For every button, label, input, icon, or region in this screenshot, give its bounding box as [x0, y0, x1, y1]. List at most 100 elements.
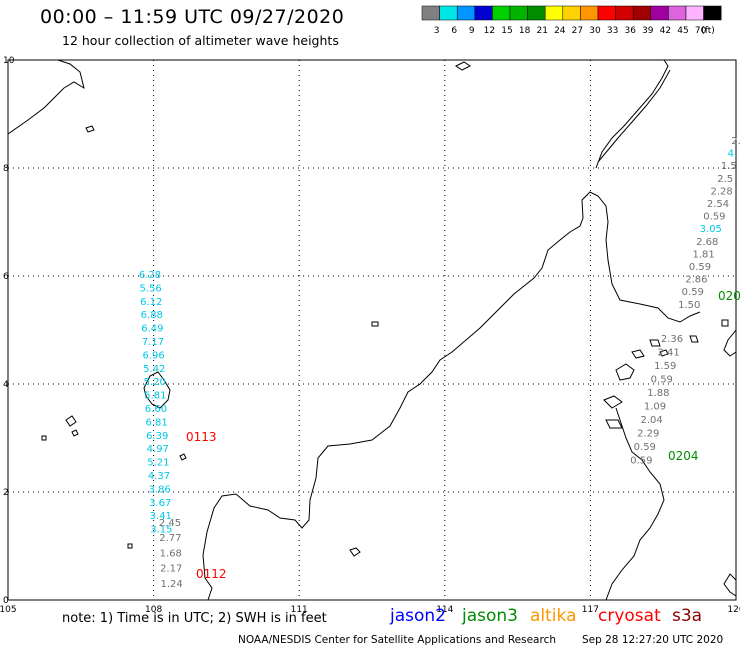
coastlines [7, 59, 737, 601]
wave-height-value: 6.28 [139, 270, 161, 281]
wave-height-value: 0.59 [703, 212, 725, 223]
scale-swatch [703, 5, 722, 21]
wave-height-value: 5.21 [147, 458, 169, 469]
wave-height-value: 3.67 [149, 498, 171, 509]
scale-tick-label: 27 [572, 26, 583, 36]
wave-height-value: 2.54 [707, 199, 729, 210]
axis-labels: 105 108 111 114 117 120 0 2 4 6 8 10 [0, 56, 740, 615]
wave-height-value: 1.88 [647, 388, 669, 399]
wave-height-value: 0.59 [630, 456, 652, 467]
wave-height-value: 3.15 [150, 525, 172, 536]
legend-cryosat: cryosat [598, 606, 661, 626]
wave-height-value: 6.49 [141, 324, 163, 335]
lat-label: 6 [3, 272, 9, 282]
generated-timestamp: Sep 28 12:27:20 UTC 2020 [582, 634, 724, 646]
wave-height-value: 0.59 [682, 287, 704, 298]
grid-lines [8, 60, 736, 600]
scale-tick-label: 24 [554, 26, 566, 36]
indochina-coastline [7, 59, 85, 135]
wave-height-value: 2.36 [661, 334, 683, 345]
scale-tick-label: 30 [589, 26, 601, 36]
scale-tick-label: 21 [536, 26, 547, 36]
lon-label: 108 [145, 605, 162, 615]
wave-height-value: 4.37 [148, 471, 170, 482]
legend-jason2: jason2 [390, 606, 446, 626]
borneo-east-coast [605, 407, 665, 601]
scale-tick-label: 42 [660, 26, 671, 36]
wave-height-value: 0.59 [689, 262, 711, 273]
scale-tick-label: 6 [451, 26, 457, 36]
footnote: note: 1) Time is in UTC; 2) SWH is in fe… [62, 611, 327, 626]
legend-altika: altika [530, 606, 577, 626]
lat-label: 10 [3, 56, 15, 66]
wave-height-value: 1.50 [678, 300, 700, 311]
pass-number-label: 0112 [196, 567, 227, 581]
legend-s3a: s3a [672, 606, 703, 626]
wave-height-value: 6.60 [145, 404, 167, 415]
scale-tick-label: 33 [607, 26, 618, 36]
scale-tick-label: 70 [695, 26, 707, 36]
wave-height-value: 0.59 [634, 442, 656, 453]
wave-height-value: 5.56 [139, 283, 161, 294]
wave-height-value: 2.17 [160, 564, 182, 575]
wave-height-value: 1.81 [692, 249, 714, 260]
scale-tick-label: 3 [434, 26, 440, 36]
lat-label: 8 [3, 164, 9, 174]
altimeter-tracks: 6.28 5.56 6.12 6.88 6.49 7.17 6.96 5.42 5.20 5.81… [139, 136, 740, 590]
jason3-track-020: 2.4.1.52.52.282.540.593.052.681.810.592.… [678, 136, 740, 311]
scale-unit: (ft) [701, 26, 715, 36]
lon-label: 111 [291, 605, 308, 615]
legend-jason3: jason3 [462, 606, 518, 626]
wave-height-value: 6.81 [145, 417, 167, 428]
wave-height-value: 6.88 [141, 310, 163, 321]
scale-tick-label: 18 [519, 26, 531, 36]
scale-tick-label: 39 [642, 26, 654, 36]
sulawesi-edge [723, 573, 737, 597]
wave-height-value: 2.45 [159, 518, 181, 529]
borneo-coastline [202, 191, 701, 601]
sulu-islands [615, 339, 669, 381]
wave-height-value: 3.41 [150, 511, 172, 522]
lon-label: 117 [582, 605, 599, 615]
wave-height-value: 6.96 [142, 350, 164, 361]
wave-height-value: 3.86 [148, 484, 170, 495]
mindanao-edge [723, 329, 737, 357]
wave-height-value: 4. [728, 149, 738, 160]
page-subtitle: 12 hour collection of altimeter wave hei… [62, 33, 339, 48]
wave-height-value: 1.24 [160, 579, 182, 590]
map-frame [7, 59, 737, 601]
wave-height-value: 1.09 [644, 402, 666, 413]
natuna-islands [143, 371, 171, 409]
lon-label: 105 [0, 605, 17, 615]
wave-height-value: 3.05 [700, 224, 722, 235]
pass-number-label: 020 [718, 289, 740, 303]
color-scale: 3 6 9 12 15 18 21 24 27 30 33 36 39 42 45 70(ft) [421, 5, 722, 36]
wave-height-value: 2.28 [710, 186, 732, 197]
wave-height-value: 1.68 [160, 548, 182, 559]
wave-height-value: 1.59 [654, 361, 676, 372]
page-title: 00:00 – 11:59 UTC 09/27/2020 [40, 6, 345, 28]
lon-label: 114 [436, 605, 453, 615]
lat-label: 2 [3, 488, 9, 498]
wave-height-value: 5.20 [144, 377, 166, 388]
credit-line: NOAA/NESDIS Center for Satellite Applica… [238, 634, 556, 646]
wave-height-value: 5.42 [143, 364, 165, 375]
lon-label: 120 [727, 605, 740, 615]
wave-height-value: 2.77 [159, 533, 181, 544]
lat-label: 0 [3, 596, 9, 606]
scale-tick-label: 45 [677, 26, 688, 36]
wave-height-value: 2.5 [717, 174, 733, 185]
wave-height-value: 2.86 [685, 275, 707, 286]
pass-number-label: 0113 [186, 430, 217, 444]
palawan-coastline [595, 59, 671, 169]
wave-height-value: 1.5 [721, 161, 737, 172]
wave-height-value: 2. [731, 136, 740, 147]
wave-height-value: 2.29 [637, 429, 659, 440]
scale-tick-label: 36 [624, 26, 636, 36]
wave-height-value: 4.97 [147, 444, 169, 455]
wave-height-value: 2.41 [657, 348, 679, 359]
scale-tick-label: 15 [501, 26, 512, 36]
cryosat-track-0113: 6.28 5.56 6.12 6.88 6.49 7.17 6.96 5.42 5.20 5.81… [139, 270, 217, 536]
pass-number-label: 0204 [668, 449, 699, 463]
jason3-track-0204: 2.36 2.41 1.59 0.59 1.88 1.09 2.04 2.29 0.59 0.59… [630, 334, 698, 467]
